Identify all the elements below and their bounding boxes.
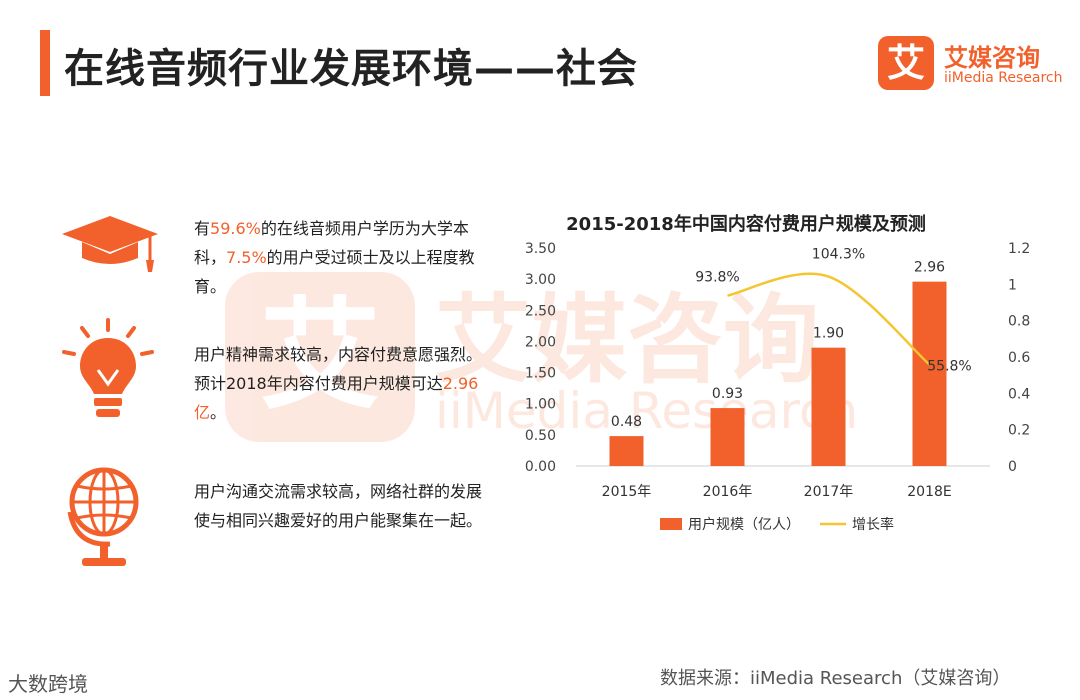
chart-title: 2015-2018年中国内容付费用户规模及预测	[566, 213, 926, 235]
graduation-cap-icon	[62, 216, 158, 272]
legend-bar-label: 用户规模（亿人）	[688, 516, 800, 533]
legend-bar-swatch	[660, 518, 682, 530]
footer-watermark-logo: 大数跨境	[8, 672, 88, 696]
y-left-tick-label: 3.50	[525, 241, 556, 257]
bar-user-scale	[710, 408, 745, 466]
growth-rate-label: 55.8%	[927, 359, 971, 375]
page-title: 在线音频行业发展环境——社会	[64, 46, 638, 92]
point-education-text: 有59.6%的在线音频用户学历为大学本科，7.5%的用户受过硕士及以上程度教育。	[194, 219, 475, 296]
x-tick-label: 2017年	[804, 484, 854, 500]
bar-value-label: 0.93	[712, 386, 743, 402]
y-right-tick-label: 0.4	[1008, 386, 1030, 402]
user-scale-chart: 2015-2018年中国内容付费用户规模及预测 0.00 0.50 1.00 1.50 2…	[525, 213, 1031, 533]
point-payment-text: 用户精神需求较高，内容付费意愿强烈。预计2018年内容付费用户规模可达2.96亿…	[194, 345, 483, 422]
globe-icon	[67, 467, 139, 566]
y-left-tick-label: 2.00	[525, 334, 556, 350]
x-tick-label: 2018E	[907, 484, 951, 500]
y-left-tick-label: 1.50	[525, 366, 556, 382]
y-right-tick-label: 1	[1008, 277, 1017, 293]
y-left-tick-label: 0.00	[525, 459, 556, 475]
growth-rate-line	[727, 272, 931, 366]
legend-line-label: 增长率	[852, 516, 894, 533]
bar-value-label: 1.90	[813, 326, 844, 342]
y-right-tick-label: 0.8	[1008, 314, 1030, 330]
y-right-tick-label: 0.6	[1008, 350, 1030, 366]
point-community-text: 用户沟通交流需求较高，网络社群的发展使与相同兴趣爱好的用户能聚集在一起。	[194, 482, 483, 530]
brand-name-en: iiMedia Research	[944, 70, 1063, 86]
x-tick-label: 2015年	[602, 484, 652, 500]
growth-rate-label: 93.8%	[695, 270, 739, 286]
growth-rate-label: 104.3%	[812, 247, 865, 263]
y-right-tick-label: 0.2	[1008, 423, 1030, 439]
data-source-note: 数据来源：iiMedia Research（艾媒咨询）	[660, 668, 1011, 689]
bar-value-label: 2.96	[914, 260, 945, 276]
brand-name-cn: 艾媒咨询	[944, 44, 1040, 72]
lightbulb-icon	[62, 318, 154, 417]
y-left-tick-label: 1.00	[525, 397, 556, 413]
y-right-tick-label: 1.2	[1008, 241, 1030, 257]
bar-user-scale	[811, 347, 846, 466]
y-left-tick-label: 0.50	[525, 428, 556, 444]
y-right-tick-label: 0	[1008, 459, 1017, 475]
y-left-tick-label: 3.00	[525, 272, 556, 288]
title-accent-bar	[40, 30, 50, 96]
x-tick-label: 2016年	[703, 484, 753, 500]
y-left-tick-label: 2.50	[525, 303, 556, 319]
brand-mark-icon: 艾	[878, 36, 934, 90]
bar-user-scale	[609, 436, 644, 466]
bar-value-label: 0.48	[611, 414, 642, 430]
bar-user-scale	[912, 281, 947, 466]
